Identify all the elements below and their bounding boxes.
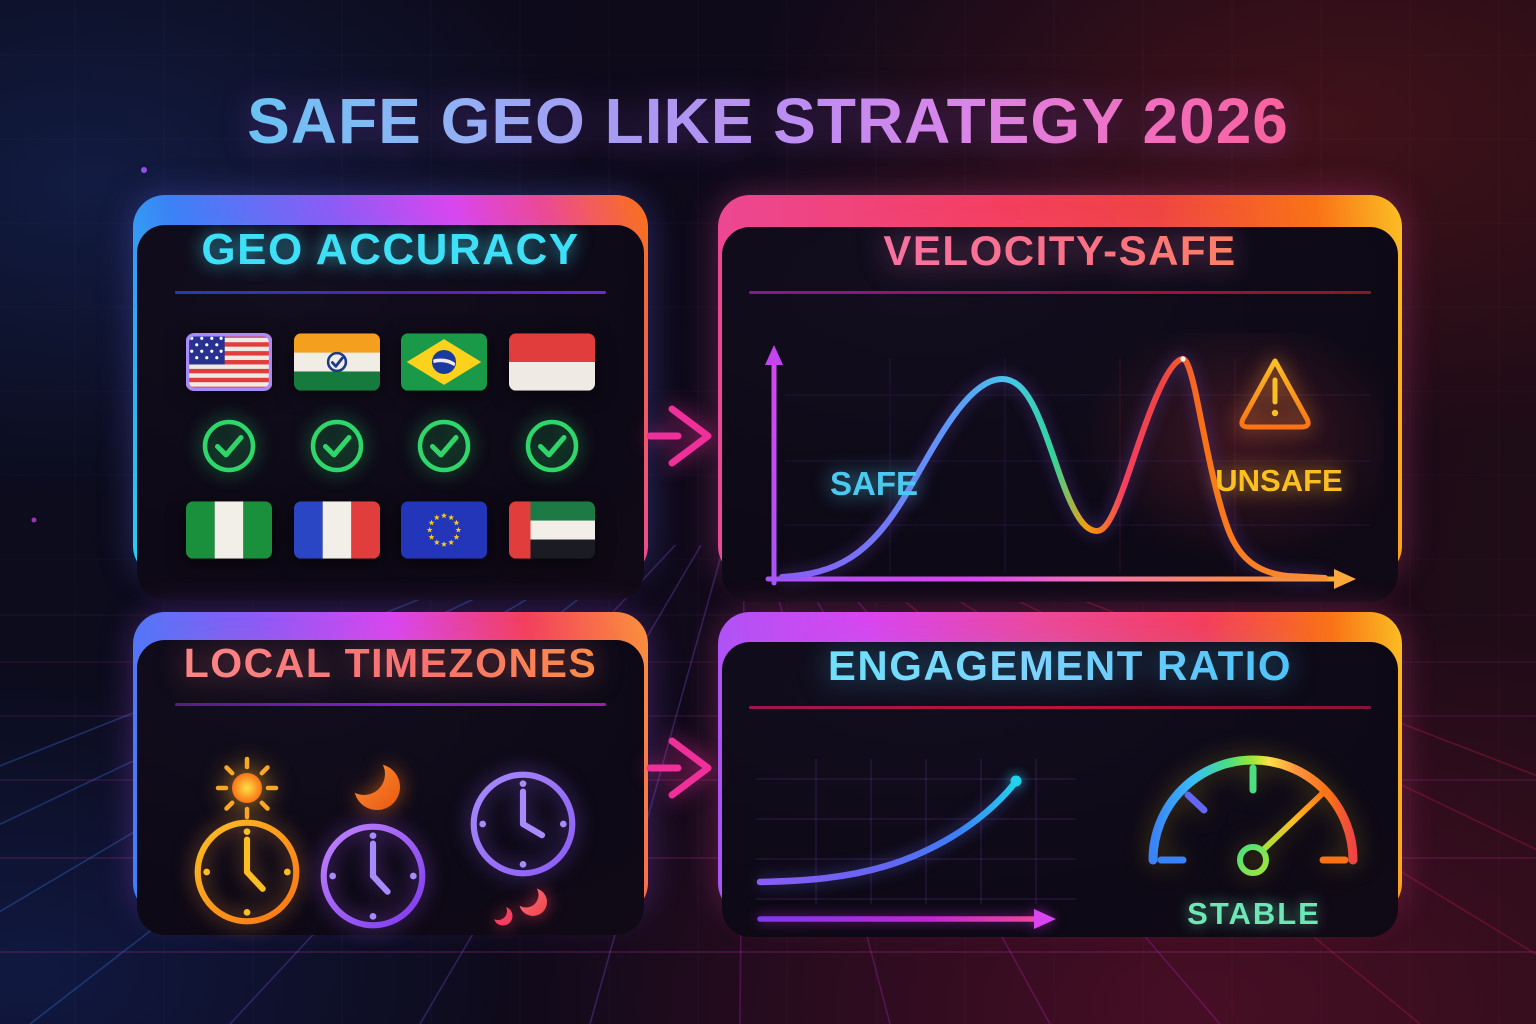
velocity-curve — [779, 356, 1328, 581]
clock-evening-icon — [320, 823, 426, 929]
stable-label: STABLE — [1187, 896, 1321, 931]
clock-night-icon — [470, 771, 576, 877]
uae-flag-icon — [509, 501, 596, 559]
india-flag-icon — [293, 333, 380, 391]
check-circle-icon — [202, 419, 256, 473]
spike-tip — [1180, 356, 1186, 362]
velocity-safe-title: VELOCITY-SAFE — [722, 227, 1398, 275]
france-flag-icon — [293, 501, 380, 559]
page-title: SAFE GEO LIKE STRATEGY 2026 — [0, 84, 1536, 158]
safe-label: SAFE — [830, 465, 918, 502]
flag-grid — [175, 333, 606, 559]
velocity-curve-chart: SAFE UNSAFE — [765, 333, 1384, 589]
warning-triangle-icon — [1239, 358, 1311, 430]
brazil-flag-icon — [401, 333, 488, 391]
panel-geo-accuracy-body: GEO ACCURACY — [137, 225, 644, 600]
gauge-needle — [1260, 789, 1327, 853]
clock-day-icon — [194, 819, 300, 925]
gauge-hub — [1237, 844, 1269, 876]
geo-accuracy-divider — [175, 291, 606, 294]
red-glow — [1080, 333, 1384, 563]
moon-icon — [354, 764, 400, 810]
flow-arrow-icon — [646, 405, 712, 467]
usa-flag-icon — [185, 333, 272, 391]
unsafe-label: UNSAFE — [1215, 463, 1342, 498]
growth-curve-chart — [756, 759, 1076, 929]
check-circle-icon — [418, 419, 471, 473]
growth-curve — [756, 780, 1018, 886]
check-circle-icon — [310, 419, 363, 473]
sun-icon — [215, 756, 279, 820]
curve-tip — [1010, 775, 1022, 787]
gauge-icon — [1148, 755, 1358, 876]
panel-engagement-ratio-body: ENGAGEMENT RATIO — [722, 642, 1398, 937]
check-circle-icon — [525, 419, 579, 473]
panel-local-timezones-body: LOCAL TIMEZONES — [137, 640, 644, 935]
trend-arrow — [757, 909, 1056, 929]
engagement-ratio-divider — [749, 706, 1371, 709]
flow-arrow-icon — [646, 737, 712, 799]
panel-engagement-ratio: ENGAGEMENT RATIO — [718, 612, 1402, 937]
geo-accuracy-title: GEO ACCURACY — [201, 225, 580, 274]
local-timezones-title: LOCAL TIMEZONES — [137, 640, 644, 687]
panel-local-timezones: LOCAL TIMEZONES — [133, 612, 648, 935]
indonesia-flag-icon — [509, 333, 596, 391]
x-axis — [765, 569, 1356, 589]
local-timezones-divider — [175, 703, 606, 706]
engagement-ratio-title: ENGAGEMENT RATIO — [722, 642, 1398, 690]
velocity-safe-divider — [749, 291, 1371, 294]
nigeria-flag-icon — [185, 501, 272, 559]
panel-velocity-safe: VELOCITY-SAFE — [718, 195, 1402, 602]
y-axis — [765, 345, 783, 586]
panel-velocity-safe-body: VELOCITY-SAFE — [722, 227, 1398, 602]
crescent-moons-icon — [493, 888, 547, 926]
eu-flag-icon — [401, 501, 488, 559]
panel-geo-accuracy: GEO ACCURACY — [133, 195, 648, 600]
